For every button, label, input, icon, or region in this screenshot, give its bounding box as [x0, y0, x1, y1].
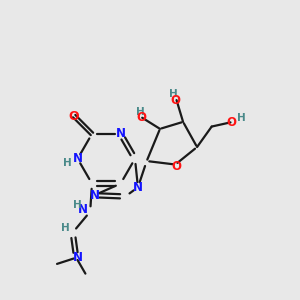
Text: N: N	[116, 128, 126, 140]
Text: O: O	[69, 110, 80, 123]
Text: N: N	[77, 203, 88, 216]
Text: O: O	[136, 111, 146, 124]
Text: O: O	[171, 94, 181, 106]
Text: H: H	[136, 107, 145, 117]
Text: O: O	[226, 116, 236, 129]
Text: H: H	[237, 113, 246, 123]
Text: H: H	[169, 89, 177, 99]
Text: N: N	[73, 250, 83, 263]
Text: H: H	[61, 223, 69, 233]
Text: H: H	[63, 158, 71, 168]
Text: N: N	[73, 152, 82, 165]
Text: O: O	[171, 160, 181, 173]
Text: H: H	[73, 200, 81, 210]
Text: N: N	[89, 189, 99, 202]
Text: N: N	[133, 181, 143, 194]
